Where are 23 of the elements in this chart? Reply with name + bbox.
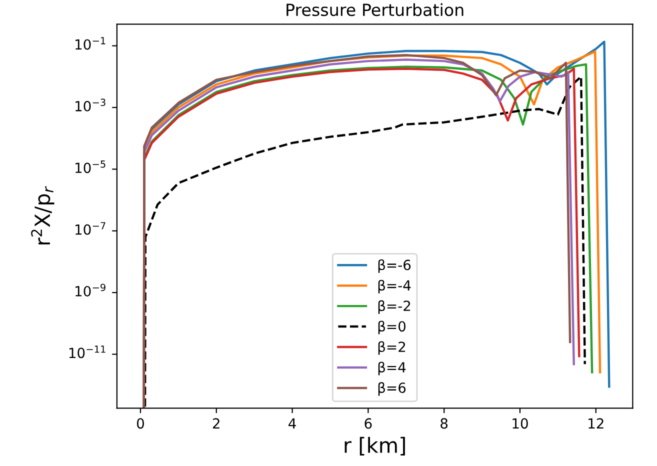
legend-label: β=-2 xyxy=(378,300,410,314)
legend-label: β=0 xyxy=(378,320,406,334)
y-tick-label: 10$^{−3}$ xyxy=(76,98,106,112)
x-tick-label: 0 xyxy=(136,418,144,429)
y-axis-title: r$^{2}$X/p$_{r}$ xyxy=(31,186,54,244)
y-tick-label: 10$^{−1}$ xyxy=(76,37,106,50)
x-tick-label: 10 xyxy=(512,418,528,429)
x-tick-label: 12 xyxy=(588,418,604,428)
x-tick-label: 4 xyxy=(288,418,296,428)
x-tick-label: 8 xyxy=(440,418,448,429)
legend-label: β=-6 xyxy=(378,259,411,273)
legend-label: β=2 xyxy=(378,341,406,355)
y-tick-label: 10$^{−9}$ xyxy=(76,284,106,296)
y-tick-label: 10$^{−5}$ xyxy=(76,160,106,174)
legend-label: β=6 xyxy=(378,382,406,396)
x-tick-label: 6 xyxy=(364,418,372,429)
y-tick-label: 10$^{−7}$ xyxy=(76,222,106,235)
x-tick-label: 2 xyxy=(212,418,220,428)
legend-label: β=-4 xyxy=(378,280,411,294)
y-tick-label: 10$^{−11}$ xyxy=(69,346,106,358)
chart-title: Pressure Perturbation xyxy=(286,3,464,16)
legend-label: β=4 xyxy=(378,362,406,376)
x-axis-title: r [km] xyxy=(344,436,405,456)
